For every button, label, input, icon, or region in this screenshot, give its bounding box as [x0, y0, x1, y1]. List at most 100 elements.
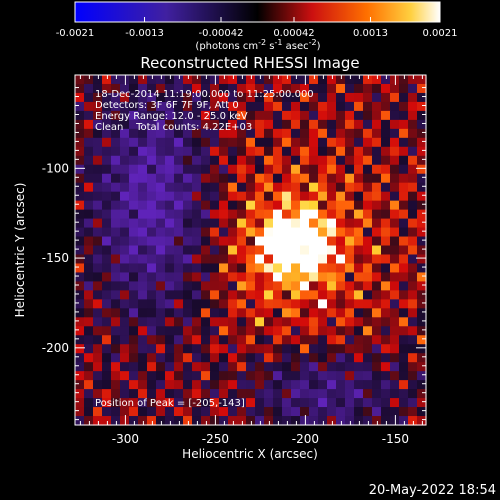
heatmap-cell	[318, 200, 328, 211]
heatmap-cell	[318, 92, 328, 103]
heatmap-cell	[102, 308, 112, 318]
heatmap-cell	[336, 416, 346, 426]
heatmap-cell	[318, 254, 328, 265]
heatmap-cell	[237, 155, 247, 166]
heatmap-cell	[219, 191, 229, 202]
heatmap-cell	[210, 335, 220, 345]
heatmap-cell	[165, 326, 175, 336]
heatmap-cell	[417, 344, 427, 354]
heatmap-cell	[327, 263, 337, 274]
heatmap-cell	[273, 281, 283, 291]
heatmap-cell	[210, 128, 220, 139]
heatmap-cell	[381, 407, 391, 417]
heatmap-cell	[129, 263, 139, 274]
heatmap-cell	[354, 155, 364, 166]
heatmap-cell	[417, 308, 427, 318]
heatmap-cell	[192, 155, 202, 166]
heatmap-cell	[282, 254, 292, 265]
heatmap-cell	[174, 191, 184, 202]
heatmap-cell	[228, 281, 238, 291]
heatmap-cell	[363, 218, 373, 229]
heatmap-cell	[327, 272, 337, 283]
heatmap-cell	[255, 353, 265, 363]
heatmap-cell	[201, 200, 211, 211]
heatmap-cell	[273, 308, 283, 318]
heatmap-cell	[111, 263, 121, 274]
heatmap-cell	[111, 227, 121, 238]
x-tick-label: -200	[292, 432, 319, 446]
heatmap-cell	[345, 335, 355, 345]
colorbar-tick-label: 0.00042	[273, 28, 314, 39]
heatmap-cell	[210, 263, 220, 274]
heatmap-cell	[318, 155, 328, 166]
heatmap-cell	[147, 335, 157, 345]
heatmap-cell	[327, 308, 337, 318]
heatmap-cell	[210, 83, 220, 94]
heatmap-cell	[390, 146, 400, 157]
heatmap-cell	[174, 218, 184, 229]
heatmap-cell	[147, 119, 157, 130]
colorbar-tick-label: -0.00042	[199, 28, 244, 39]
heatmap-cell	[111, 110, 121, 121]
heatmap-cell	[210, 146, 220, 157]
heatmap-cell	[228, 398, 238, 408]
heatmap-cell	[165, 236, 175, 247]
heatmap-cell	[84, 119, 94, 130]
heatmap-cell	[282, 344, 292, 354]
heatmap-cell	[363, 92, 373, 103]
heatmap-cell	[399, 128, 409, 139]
heatmap-cell	[138, 92, 148, 103]
heatmap-cell	[327, 92, 337, 103]
heatmap-cell	[129, 146, 139, 157]
heatmap-cell	[381, 137, 391, 148]
heatmap-cell	[138, 353, 148, 363]
heatmap-cell	[228, 380, 238, 390]
heatmap-cell	[111, 254, 121, 265]
heatmap-cell	[228, 182, 238, 193]
heatmap-cell	[390, 83, 400, 94]
heatmap-cell	[363, 407, 373, 417]
heatmap-cell	[345, 317, 355, 327]
heatmap-cell	[201, 137, 211, 148]
heatmap-cell	[93, 245, 103, 256]
heatmap-cell	[336, 308, 346, 318]
heatmap-cell	[147, 173, 157, 184]
heatmap-cell	[93, 353, 103, 363]
heatmap-cell	[264, 218, 274, 229]
heatmap-cell	[75, 281, 85, 291]
heatmap-cell	[336, 407, 346, 417]
heatmap-cell	[300, 146, 310, 157]
heatmap-cell	[417, 371, 427, 381]
heatmap-cell	[309, 218, 319, 229]
heatmap-cell	[318, 182, 328, 193]
heatmap-cell	[210, 272, 220, 283]
heatmap-cell	[354, 191, 364, 202]
heatmap-cell	[318, 218, 328, 229]
heatmap-cell	[309, 83, 319, 94]
heatmap-cell	[309, 92, 319, 103]
heatmap-cell	[93, 146, 103, 157]
heatmap-cell	[147, 209, 157, 220]
heatmap-cell	[354, 75, 364, 85]
heatmap-cell	[336, 146, 346, 157]
heatmap-cell	[246, 83, 256, 94]
heatmap-cell	[309, 308, 319, 318]
heatmap-cell	[147, 407, 157, 417]
heatmap-cell	[255, 218, 265, 229]
heatmap-cell	[255, 281, 265, 291]
heatmap-cell	[354, 398, 364, 408]
heatmap-cell	[255, 83, 265, 94]
heatmap-cell	[417, 380, 427, 390]
heatmap-cell	[336, 380, 346, 390]
heatmap-cell	[129, 353, 139, 363]
heatmap-cell	[147, 227, 157, 238]
heatmap-cell	[75, 173, 85, 184]
heatmap-cell	[282, 236, 292, 247]
heatmap-cell	[363, 83, 373, 94]
y-axis-label: Heliocentric Y (arcsec)	[13, 183, 27, 318]
heatmap-cell	[372, 200, 382, 211]
heatmap-cell	[372, 191, 382, 202]
heatmap-cell	[210, 416, 220, 426]
heatmap-cell	[75, 245, 85, 256]
heatmap-cell	[399, 173, 409, 184]
